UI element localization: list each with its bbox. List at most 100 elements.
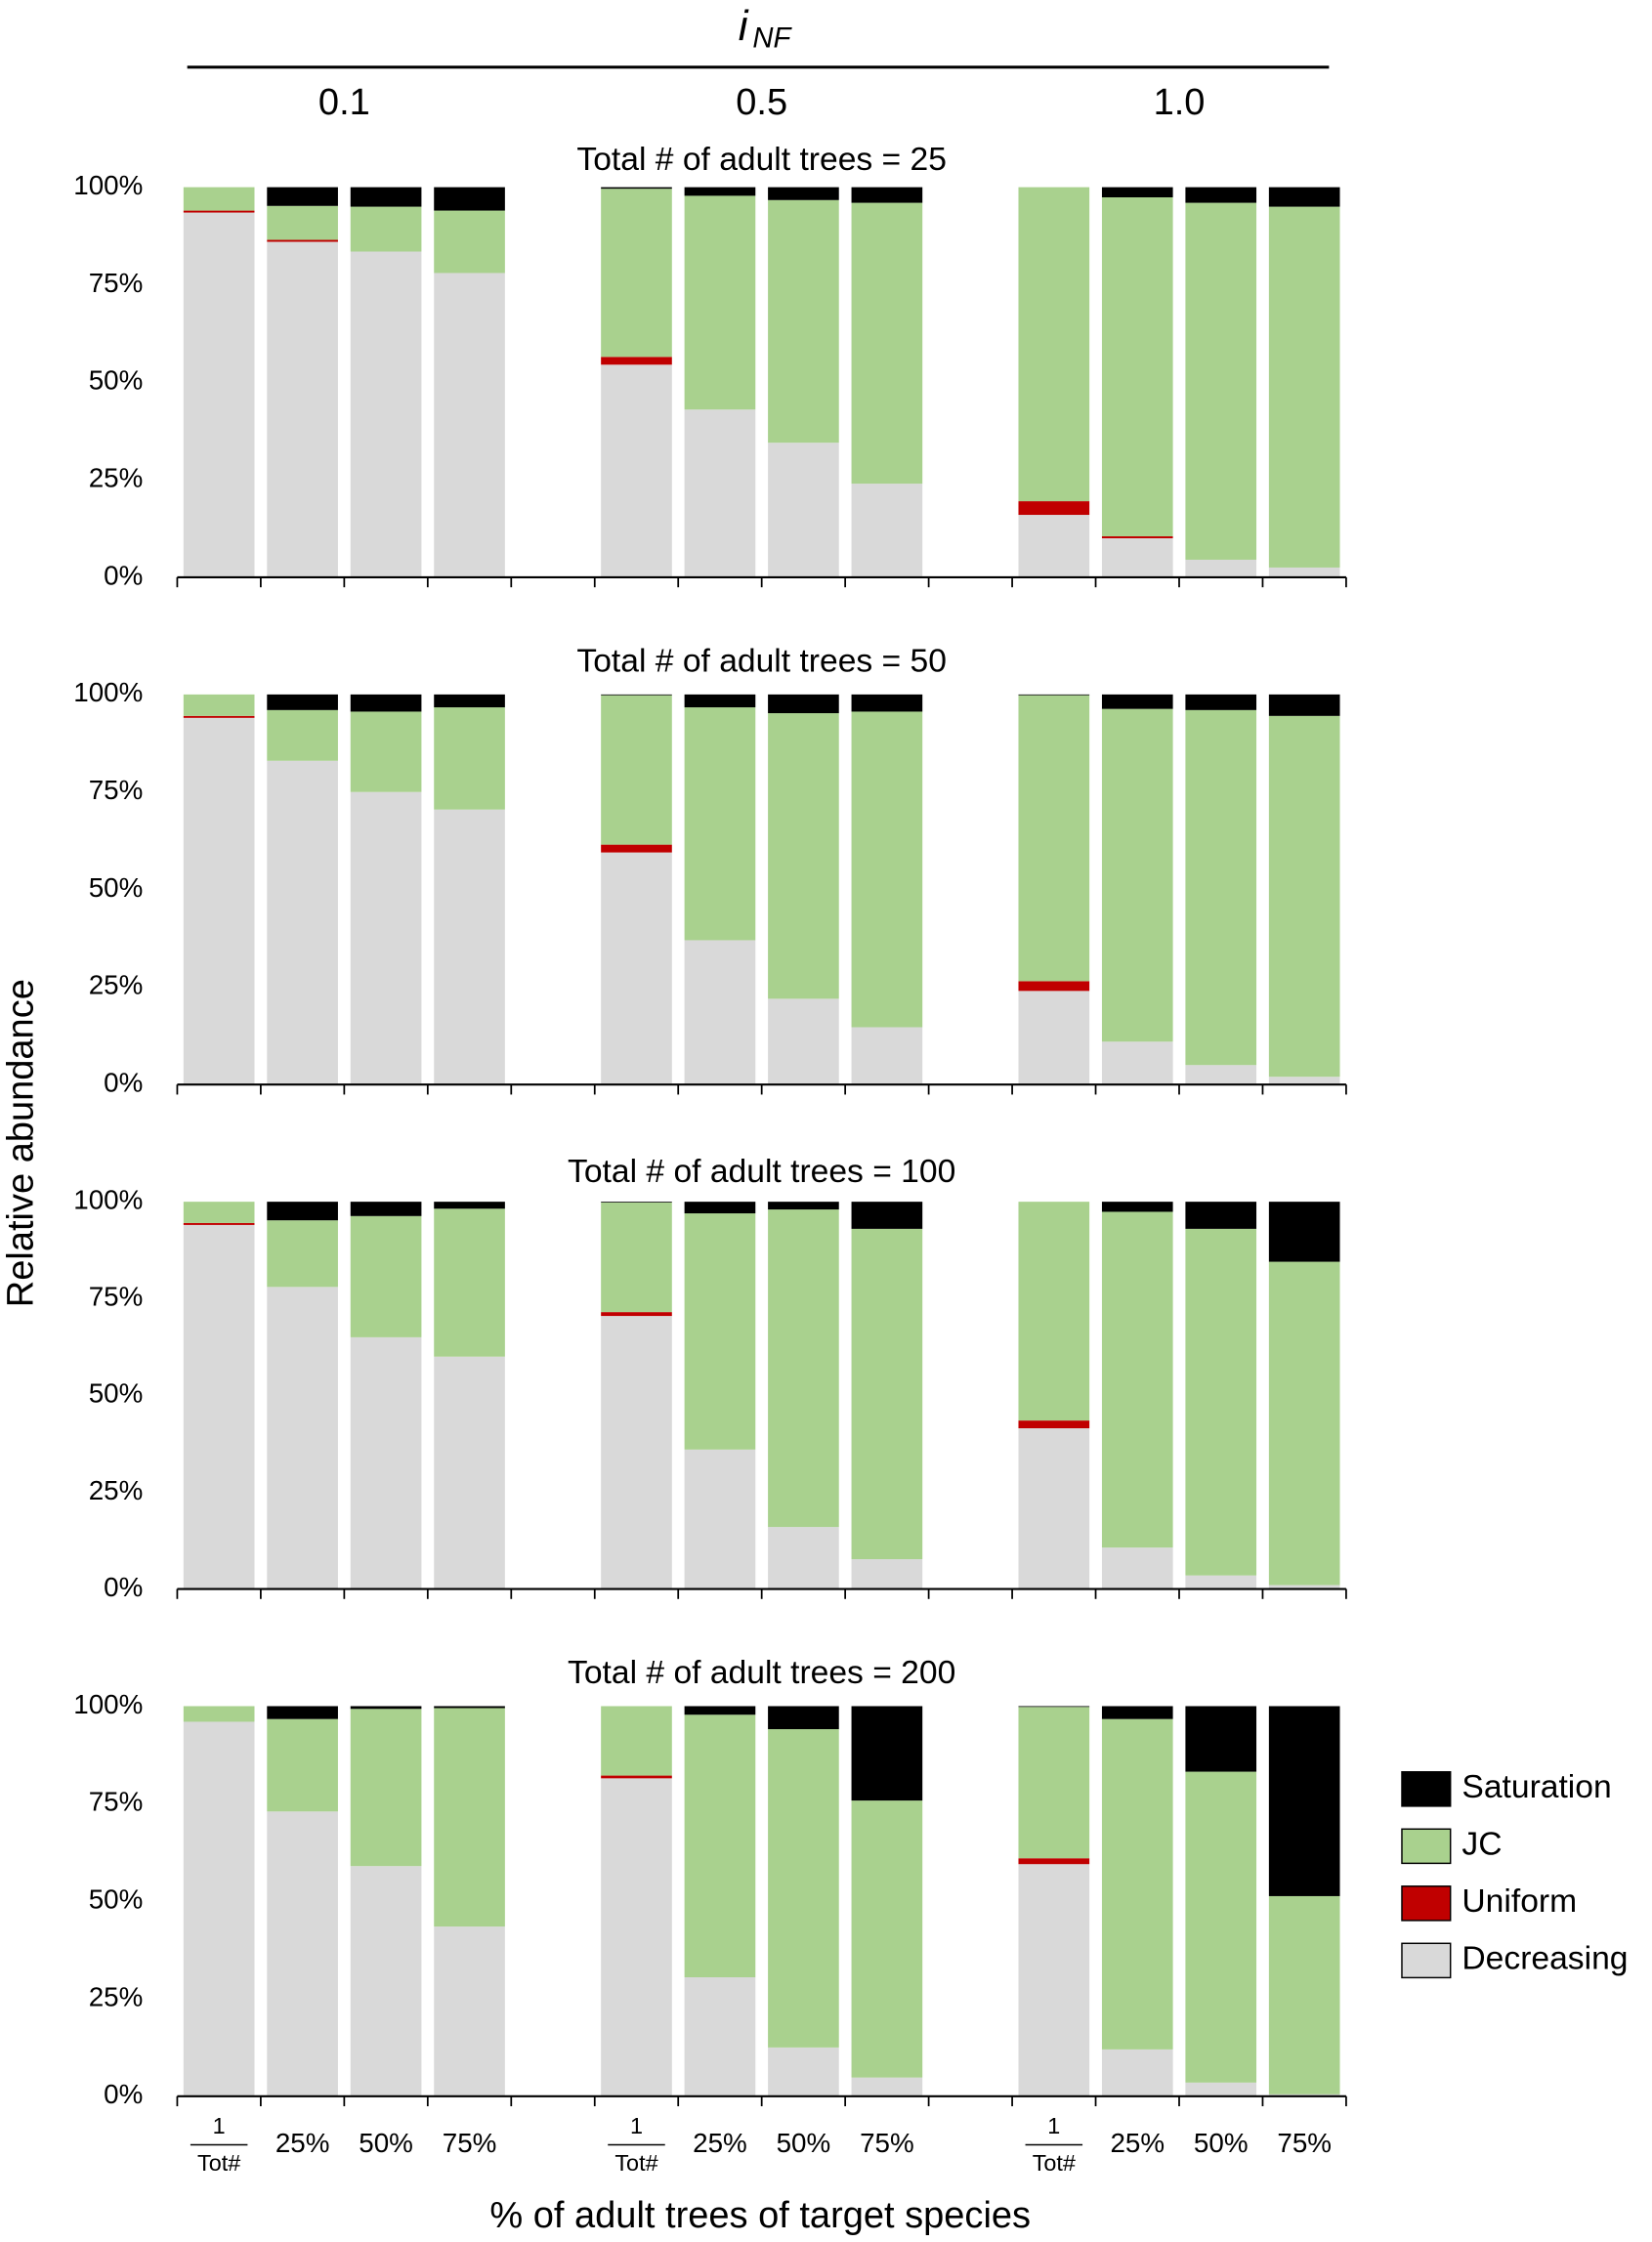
bar-segment — [350, 206, 422, 252]
bar-segment — [183, 694, 255, 716]
bar-segment — [768, 1209, 839, 1528]
bar-segment — [851, 202, 923, 485]
bar-segment — [434, 809, 505, 1085]
bar-segment — [684, 1977, 756, 2096]
y-tick-label: 50% — [89, 872, 144, 903]
bar-segment — [1185, 709, 1257, 1066]
bar-segment — [684, 187, 756, 196]
y-tick-label: 75% — [89, 1787, 144, 1817]
bar-segment — [434, 694, 505, 708]
x-tick-label: Tot# — [197, 2150, 240, 2176]
bar-segment — [768, 1706, 839, 1730]
bar-segment — [183, 210, 255, 213]
bar-segment — [434, 1706, 505, 1709]
bar-segment — [768, 199, 839, 444]
bar-segment — [1185, 1065, 1257, 1085]
legend-label: Saturation — [1461, 1769, 1611, 1805]
group-label: 1.0 — [1154, 82, 1206, 123]
bar-segment — [1185, 1202, 1257, 1229]
x-tick-label: 50% — [359, 2128, 413, 2158]
y-tick-label: 100% — [73, 170, 143, 200]
bar-segment — [601, 694, 672, 696]
y-tick-label: 0% — [104, 1068, 143, 1098]
header: i — [739, 2, 749, 50]
bar-segment — [1101, 1211, 1173, 1548]
x-tick-label: 50% — [1194, 2128, 1249, 2158]
bar-segment — [1018, 1864, 1090, 2096]
bar-segment — [183, 187, 255, 211]
bar-segment — [601, 1316, 672, 1589]
bar-segment — [601, 1202, 672, 1203]
bar-segment — [1268, 1895, 1340, 2094]
bar-segment — [601, 364, 672, 577]
legend-swatch — [1401, 1885, 1452, 1922]
bar-segment — [601, 189, 672, 358]
bar-segment — [1018, 515, 1090, 577]
x-tick-label: 75% — [1277, 2128, 1332, 2158]
bar-segment — [851, 694, 923, 712]
bar-segment — [434, 1356, 505, 1589]
bar-segment — [1185, 2082, 1257, 2096]
bar-segment — [851, 1559, 923, 1589]
y-tick-label: 75% — [89, 775, 144, 805]
bar-segment — [1268, 1261, 1340, 1586]
bar-segment — [768, 1202, 839, 1210]
bar-segment — [1185, 1706, 1257, 1772]
bar-segment — [350, 1706, 422, 1710]
bar-segment — [267, 760, 338, 1085]
bar-segment — [350, 251, 422, 577]
bar-segment — [1268, 694, 1340, 716]
bar-segment — [183, 1706, 255, 1722]
bar-segment — [1101, 538, 1173, 577]
bar-segment — [684, 1213, 756, 1450]
y-tick-label: 50% — [89, 365, 144, 396]
bar-segment — [1018, 1202, 1090, 1421]
bar-segment — [1018, 981, 1090, 992]
bar-segment — [1185, 1771, 1257, 2083]
legend-swatch — [1401, 1828, 1452, 1865]
bar-segment — [684, 1449, 756, 1589]
bar-segment — [1185, 694, 1257, 710]
bar-segment — [183, 715, 255, 718]
panel-title: Total # of adult trees = 50 — [576, 644, 947, 680]
group-label: 0.5 — [736, 82, 787, 123]
legend-label: Decreasing — [1461, 1941, 1628, 1977]
bar-segment — [1101, 694, 1173, 709]
x-tick-label: 1 — [1047, 2113, 1060, 2138]
bar-segment — [601, 357, 672, 365]
bar-segment — [684, 195, 756, 410]
bar-segment — [1268, 187, 1340, 207]
bar-segment — [267, 1220, 338, 1288]
bar-segment — [183, 1224, 255, 1589]
bar-segment — [768, 998, 839, 1085]
bar-segment — [267, 1811, 338, 2096]
bar-segment — [601, 1706, 672, 1776]
bar-segment — [1101, 1547, 1173, 1589]
y-tick-label: 50% — [89, 1378, 144, 1409]
bar-segment — [183, 717, 255, 1085]
bar-segment — [851, 1800, 923, 2078]
bar-segment — [1101, 1718, 1173, 2050]
bar-segment — [1185, 187, 1257, 203]
bar-segment — [1101, 1706, 1173, 1719]
y-tick-label: 100% — [73, 1184, 143, 1214]
bar-segment — [434, 1708, 505, 1927]
bar-segment — [267, 1718, 338, 1812]
bar-segment — [434, 187, 505, 211]
bar-segment — [601, 1312, 672, 1317]
bar-segment — [1185, 202, 1257, 560]
x-tick-label: 75% — [443, 2128, 497, 2158]
bar-segment — [851, 711, 923, 1028]
bar-segment — [684, 1202, 756, 1214]
bar-segment — [1101, 196, 1173, 537]
bar-segment — [1268, 1706, 1340, 1896]
y-tick-label: 75% — [89, 268, 144, 298]
bar-segment — [267, 694, 338, 710]
bar-segment — [350, 791, 422, 1085]
bar-segment — [1101, 536, 1173, 539]
group-label: 0.1 — [318, 82, 370, 123]
bar-segment — [684, 409, 756, 577]
x-tick-label: Tot# — [1033, 2150, 1076, 2176]
y-axis-label: Relative abundance — [1, 979, 42, 1307]
